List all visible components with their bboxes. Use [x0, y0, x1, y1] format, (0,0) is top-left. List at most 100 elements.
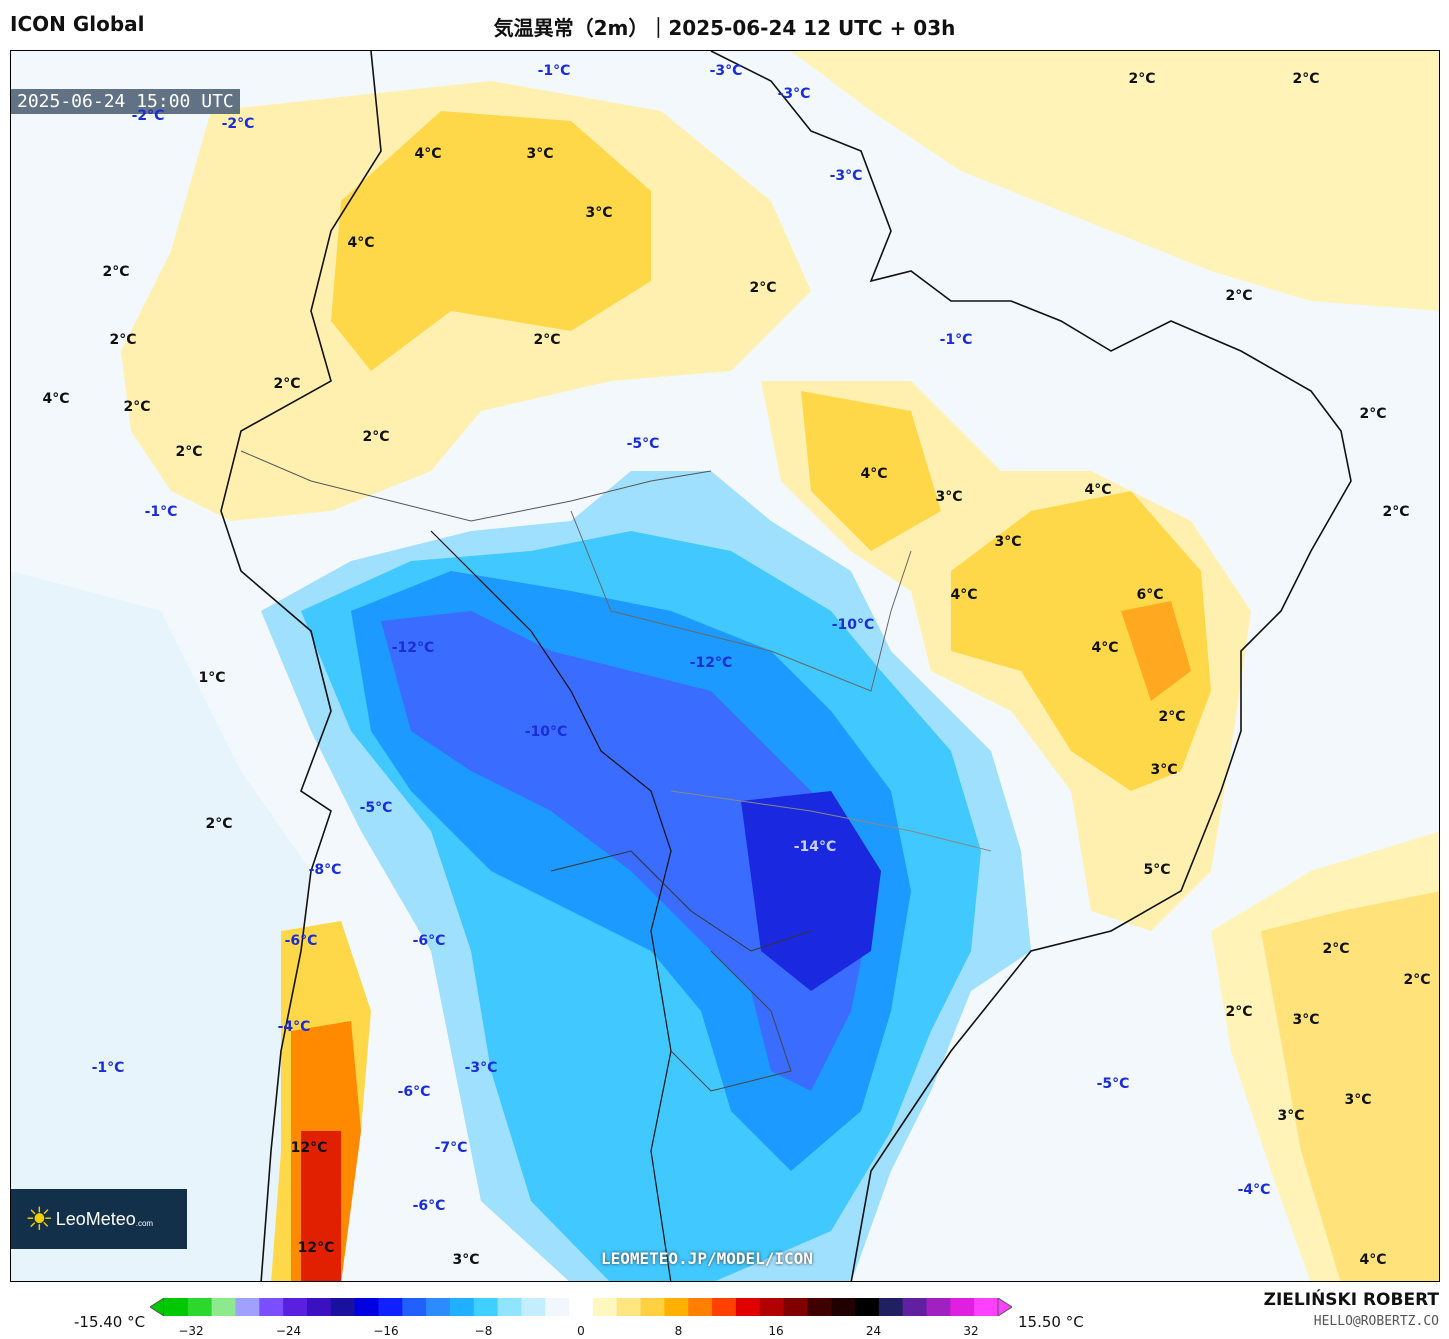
leometeo-logo[interactable]: ☀ LeoMeteo .com [11, 1189, 187, 1249]
colorbar-cell [902, 1298, 928, 1316]
anomaly-label: -10°C [524, 724, 568, 740]
anomaly-label: -6°C [397, 1084, 431, 1100]
colorbar-cell [378, 1298, 403, 1316]
anomaly-label: 2°C [102, 264, 130, 280]
anomaly-label: 2°C [109, 332, 137, 348]
anomaly-label: 2°C [273, 376, 301, 392]
anomaly-label: -2°C [221, 116, 255, 132]
anomaly-label: -3°C [464, 1060, 498, 1076]
colorbar-cell [831, 1298, 856, 1316]
anomaly-label: -7°C [434, 1140, 468, 1156]
west-coastline [220, 51, 382, 1281]
anomaly-map[interactable]: 2025-06-24 15:00 UTC -1°C -3°C -3°C 2°C 2°C -… [10, 50, 1440, 1282]
anomaly-label: 2°C [1128, 71, 1156, 87]
colorbar-cell [807, 1298, 832, 1316]
anomaly-label: 4°C [414, 146, 442, 162]
anomaly-label: 3°C [526, 146, 554, 162]
colorbar-cell [211, 1298, 236, 1316]
colorbar-cell [545, 1298, 570, 1316]
border-north [240, 450, 712, 522]
border-states [570, 510, 912, 692]
colorbar-tick-label: 32 [963, 1324, 979, 1338]
colorbar-extend-high [997, 1298, 1012, 1316]
anomaly-label: 2°C [1382, 504, 1410, 520]
map-graphic [11, 51, 1439, 1281]
colorbar-cell [426, 1298, 451, 1316]
border-states-3 [550, 850, 812, 952]
anomaly-label: -3°C [829, 168, 863, 184]
pacific-cool [11, 571, 311, 1281]
colorbar-max-label: 15.50 °C [1018, 1313, 1084, 1331]
colorbar-cell [521, 1298, 546, 1316]
anomaly-label: 3°C [1150, 762, 1178, 778]
colorbar-tick-label: 0 [577, 1324, 585, 1338]
anomaly-label: 2°C [1292, 71, 1320, 87]
anomaly-label: 12°C [297, 1240, 335, 1256]
anomaly-label: 2°C [123, 399, 151, 415]
colorbar-cell [950, 1298, 975, 1316]
colorbar-cell [473, 1298, 499, 1316]
anomaly-label: -4°C [1237, 1182, 1271, 1198]
colorbar-tick-label: −24 [275, 1324, 302, 1338]
colorbar-cell [164, 1298, 189, 1316]
colorbar-cell [855, 1298, 880, 1316]
anomaly-label: 2°C [1225, 288, 1253, 304]
colorbar-cell [569, 1298, 594, 1316]
colorbar-cell [259, 1298, 284, 1316]
colorbar-cell [354, 1298, 379, 1316]
anomaly-label: -5°C [1096, 1076, 1130, 1092]
colorbar-cell [592, 1298, 618, 1316]
anomaly-label: -1°C [537, 63, 571, 79]
watermark-url[interactable]: LEOMETEO.JP/MODEL/ICON [601, 1249, 813, 1268]
colorbar-tick-label: −16 [373, 1324, 399, 1338]
anomaly-label: -14°C [793, 839, 837, 855]
footer: -15.40 °C −32 −24 −16 −8 0 8 16 24 32 15.50 °C Z… [0, 1284, 1449, 1339]
andes-hot-core [301, 1131, 341, 1281]
anomaly-label: -8°C [308, 862, 342, 878]
colorbar-tick-label: 16 [768, 1324, 784, 1338]
anomaly-label: 2°C [749, 280, 777, 296]
colorbar-tick-label: −32 [178, 1324, 204, 1338]
header: ICON Global 気温異常（2m）｜2025-06-24 12 UTC +… [0, 0, 1449, 50]
author: ZIELIŃSKI ROBERT [1263, 1290, 1439, 1310]
cold-core-1 [381, 611, 871, 1091]
anomaly-label: 6°C [1136, 587, 1164, 603]
anomaly-label: 2°C [362, 429, 390, 445]
anomaly-label: -6°C [284, 933, 318, 949]
east-coastline [710, 51, 1352, 1281]
colorbar-extend-low [150, 1298, 165, 1316]
anomaly-label: 2°C [205, 816, 233, 832]
colorbar-min-label: -15.40 °C [74, 1313, 146, 1331]
colorbar-cell [616, 1298, 642, 1316]
colorbar-cell [497, 1298, 522, 1316]
anomaly-label: 4°C [950, 587, 978, 603]
map-title: 気温異常（2m）｜2025-06-24 12 UTC + 03h [493, 16, 956, 40]
warm-core-nw [331, 111, 651, 371]
border-states-2 [670, 790, 992, 852]
anomaly-label: 3°C [1344, 1092, 1372, 1108]
anomaly-label: -1°C [144, 504, 178, 520]
colorbar-cell [712, 1298, 737, 1316]
anomaly-label: -6°C [412, 1198, 446, 1214]
valid-time: 2025-06-24 15:00 UTC [11, 89, 240, 114]
colorbar-cell [449, 1298, 475, 1316]
contact-email[interactable]: HELLO@ROBERTZ.CO [1313, 1314, 1439, 1329]
colorbar-cell [187, 1298, 213, 1316]
colorbar-cell [640, 1298, 665, 1316]
warm-core-east-1 [801, 391, 941, 551]
colorbar [150, 1298, 1012, 1316]
colorbar-cell [283, 1298, 308, 1316]
anomaly-label: -4°C [277, 1019, 311, 1035]
colorbar-cell [974, 1298, 999, 1316]
anomaly-label: -3°C [777, 86, 811, 102]
anomaly-label: 3°C [1292, 1012, 1320, 1028]
colorbar-tick-label: −8 [474, 1324, 493, 1338]
anomaly-label: 5°C [1143, 862, 1171, 878]
anomaly-label: 4°C [42, 391, 70, 407]
anomaly-label: 3°C [994, 534, 1022, 550]
anomaly-label: 2°C [1158, 709, 1186, 725]
anomaly-label: 2°C [1403, 972, 1431, 988]
anomaly-label: 4°C [1084, 482, 1112, 498]
logo-suffix: .com [135, 1218, 154, 1228]
anomaly-label: -5°C [359, 800, 393, 816]
